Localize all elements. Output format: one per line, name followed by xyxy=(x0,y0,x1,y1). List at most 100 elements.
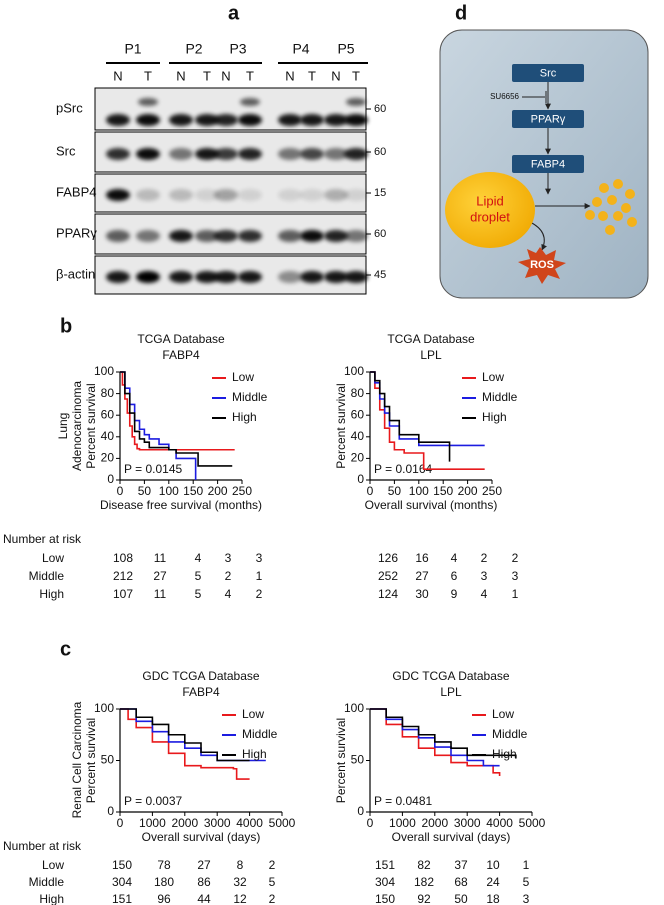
risk-header: Number at risk xyxy=(3,532,82,546)
risk-value: 3 xyxy=(523,892,530,905)
survival-curve xyxy=(120,708,266,762)
patient-label: P1 xyxy=(124,41,141,57)
risk-value: 108 xyxy=(113,551,133,565)
risk-value: 252 xyxy=(378,569,398,583)
y-tick-label: 40 xyxy=(351,429,365,443)
p-value: P = 0.0145 xyxy=(124,462,182,476)
panel-label: c xyxy=(60,638,71,660)
y-axis-label: Percent survival xyxy=(84,383,98,468)
band xyxy=(278,189,302,201)
risk-value: 126 xyxy=(378,551,398,565)
marker-label: 45 xyxy=(374,269,386,281)
legend-label: Low xyxy=(482,370,504,384)
dot xyxy=(607,195,617,205)
lane-label: T xyxy=(144,68,152,83)
survival-curve xyxy=(120,708,250,780)
ros-label: ROS xyxy=(530,259,554,271)
y-tick-label: 50 xyxy=(101,753,115,767)
band xyxy=(169,148,193,160)
band xyxy=(300,189,324,201)
panel-label: b xyxy=(60,315,72,337)
band xyxy=(195,230,219,242)
node-label: PPARγ xyxy=(531,113,566,125)
band xyxy=(324,230,348,242)
x-tick-label: 3000 xyxy=(204,816,231,830)
risk-value: 3 xyxy=(481,569,488,583)
risk-value: 4 xyxy=(481,587,488,601)
protein-label: FABP4 xyxy=(56,184,96,199)
legend-label: High xyxy=(242,747,267,761)
x-tick-label: 100 xyxy=(159,484,179,498)
protein-label: pSrc xyxy=(56,100,83,115)
risk-value: 182 xyxy=(414,875,434,889)
survival-curve xyxy=(120,371,233,467)
survival-curve xyxy=(370,708,501,776)
node-label: Src xyxy=(540,67,557,79)
dot xyxy=(598,211,608,221)
y-tick-label: 50 xyxy=(351,753,365,767)
node-box xyxy=(512,155,584,173)
risk-value: 2 xyxy=(269,892,276,905)
x-tick-label: 5000 xyxy=(269,816,296,830)
x-tick-label: 0 xyxy=(117,816,124,830)
risk-value: 1 xyxy=(523,858,530,872)
node-label: FABP4 xyxy=(531,158,565,170)
legend-label: Low xyxy=(492,707,514,721)
group-label: Renal Cell Carcinoma xyxy=(70,701,84,818)
risk-value: 3 xyxy=(512,569,519,583)
droplet-label: Lipid xyxy=(476,193,503,208)
x-axis-label: Overall survival (days) xyxy=(142,830,261,844)
band xyxy=(324,114,348,126)
band xyxy=(195,148,219,160)
risk-value: 3 xyxy=(225,551,232,565)
group-label: Lung xyxy=(56,413,70,440)
risk-value: 37 xyxy=(454,858,468,872)
band xyxy=(238,114,262,126)
risk-value: 124 xyxy=(378,587,398,601)
risk-value: 212 xyxy=(113,569,133,583)
risk-value: 78 xyxy=(157,858,171,872)
band xyxy=(136,114,160,126)
band xyxy=(106,189,130,201)
risk-value: 2 xyxy=(481,551,488,565)
node-box xyxy=(512,64,584,82)
risk-row-label: Low xyxy=(42,858,64,872)
risk-row-label: Middle xyxy=(29,569,65,583)
risk-value: 18 xyxy=(486,892,500,905)
pathway xyxy=(445,82,591,284)
risk-value: 50 xyxy=(454,892,468,905)
dot xyxy=(621,203,631,213)
group-label: Adenocarcinoma xyxy=(70,381,84,471)
band xyxy=(214,189,238,201)
band xyxy=(214,271,238,283)
x-axis-label: Disease free survival (months) xyxy=(100,498,262,512)
x-tick-label: 200 xyxy=(458,484,478,498)
risk-value: 4 xyxy=(451,551,458,565)
band xyxy=(214,230,238,242)
risk-value: 16 xyxy=(415,551,429,565)
p-value: P = 0.0037 xyxy=(124,794,182,808)
risk-value: 96 xyxy=(157,892,171,905)
risk-value: 27 xyxy=(153,569,167,583)
risk-value: 92 xyxy=(417,892,431,905)
dot xyxy=(599,183,609,193)
risk-value: 1 xyxy=(512,587,519,601)
p-value: P = 0.0481 xyxy=(374,794,432,808)
survival-curve xyxy=(120,708,250,762)
patient-label: P5 xyxy=(337,41,354,57)
protein-label: Src xyxy=(56,143,76,158)
x-tick-label: 0 xyxy=(367,816,374,830)
risk-row-label: High xyxy=(39,892,64,905)
lane-label: N xyxy=(113,68,122,83)
band xyxy=(300,230,324,242)
band xyxy=(169,189,193,201)
x-tick-label: 50 xyxy=(388,484,402,498)
dot xyxy=(613,179,623,189)
band xyxy=(278,230,302,242)
marker-label: 15 xyxy=(374,187,386,199)
risk-value: 8 xyxy=(237,858,244,872)
y-tick-label: 0 xyxy=(357,472,364,486)
x-tick-label: 50 xyxy=(138,484,152,498)
chart-title: TCGA Database xyxy=(137,332,225,346)
band xyxy=(300,271,324,283)
